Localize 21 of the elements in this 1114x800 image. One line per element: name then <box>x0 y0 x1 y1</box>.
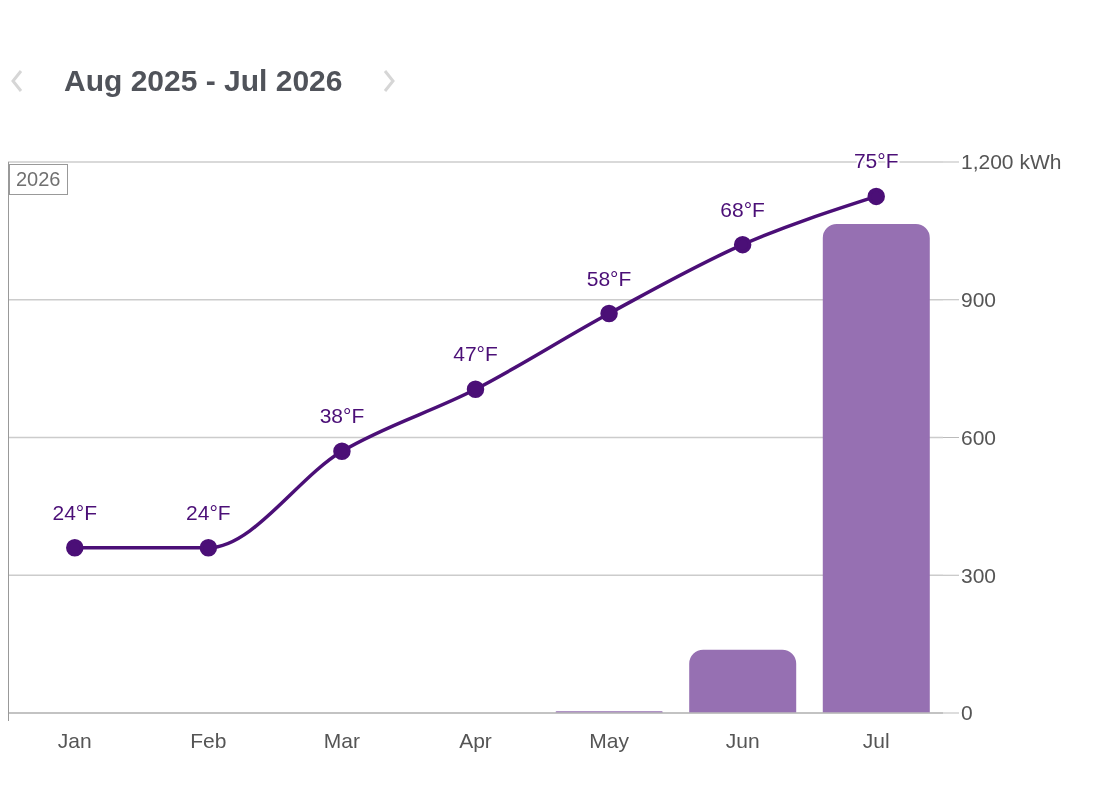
annotation: 2026 <box>9 164 68 195</box>
y-tick-label: 0 <box>961 701 973 725</box>
data-label: 68°F <box>720 197 765 221</box>
x-tick-label: Feb <box>190 728 227 752</box>
data-label: 38°F <box>319 404 365 428</box>
x-tick-label: Apr <box>459 728 492 752</box>
data-label: 24°F <box>186 500 231 524</box>
data-label: 58°F <box>586 266 632 290</box>
y-tick-label: 900 <box>961 288 997 312</box>
data-label: 75°F <box>853 149 899 173</box>
x-tick-label: Mar <box>323 728 361 752</box>
y-tick-label: 1,200 kWh <box>961 150 1062 174</box>
x-tick-label: Jun <box>725 728 760 752</box>
x-tick-label: May <box>589 728 630 752</box>
data-label: 24°F <box>52 500 98 524</box>
x-tick-label: Jul <box>862 728 890 752</box>
x-tick-label: Jan <box>57 728 92 752</box>
y-tick-label: 300 <box>961 563 997 587</box>
data-label: 47°F <box>453 342 498 366</box>
y-tick-label: 600 <box>961 425 997 449</box>
chart-title: Aug 2025 - Jul 2026 <box>64 64 343 98</box>
